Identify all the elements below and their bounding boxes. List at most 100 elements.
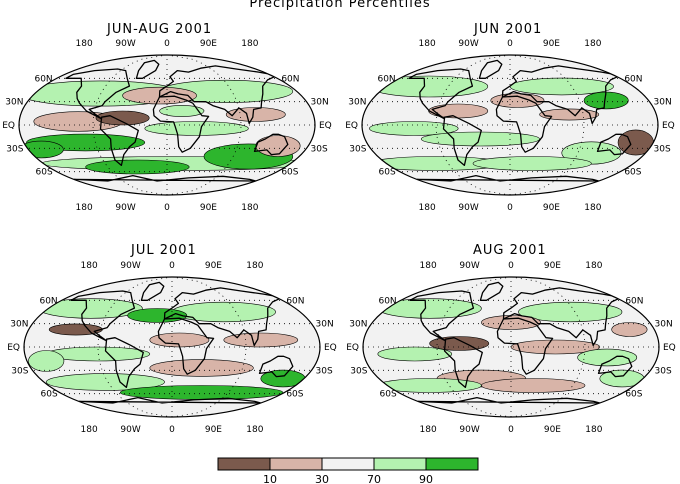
percentile-region xyxy=(472,156,592,171)
percentile-region xyxy=(377,346,453,362)
legend-label: 70 xyxy=(367,473,381,484)
longitude-label: 90W xyxy=(459,425,479,435)
continent-outline xyxy=(104,337,144,389)
longitude-label: 90E xyxy=(543,39,560,49)
map-border xyxy=(18,54,316,196)
longitude-label: 180 xyxy=(420,425,437,435)
continent-outline xyxy=(157,317,215,375)
latitude-label: 60S xyxy=(624,168,641,178)
percentile-region xyxy=(119,385,284,400)
latitude-label: 60N xyxy=(34,74,52,84)
map-panel-aug: 180 180 90W 90W 0 0 90E 90E 180 180 60N 60N 30N 30N EQ… xyxy=(346,261,676,435)
continent-outline xyxy=(478,59,503,79)
longitude-label: 180 xyxy=(81,261,98,271)
continent-outline xyxy=(596,133,632,156)
latitude-label: 30N xyxy=(316,320,334,330)
continent-outline xyxy=(65,68,131,120)
percentile-field xyxy=(369,75,654,171)
latitude-label: EQ xyxy=(7,343,20,353)
longitude-label: 0 xyxy=(507,39,513,49)
graticule xyxy=(362,55,658,195)
percentile-region xyxy=(518,301,623,323)
continent-outline xyxy=(99,115,139,167)
continent-outline xyxy=(78,396,262,404)
graticule xyxy=(24,277,320,417)
continent-outline xyxy=(73,174,257,182)
longitude-label: 180 xyxy=(241,39,258,49)
latitude-label: EQ xyxy=(662,121,675,131)
continent-outline xyxy=(495,95,553,153)
latitude-label: EQ xyxy=(345,121,358,131)
longitude-label: 90W xyxy=(120,425,140,435)
latitude-label: EQ xyxy=(319,121,332,131)
latitude-label: 30S xyxy=(350,366,367,376)
longitude-label: 90W xyxy=(115,39,135,49)
latitude-label: 60S xyxy=(41,390,58,400)
percentile-region xyxy=(127,308,188,323)
longitude-label: 90W xyxy=(458,203,478,213)
map-border xyxy=(23,276,321,418)
longitude-label: 90W xyxy=(458,39,478,49)
longitude-label: 180 xyxy=(420,261,437,271)
latitude-label: 30S xyxy=(11,366,28,376)
percentile-region xyxy=(144,121,249,136)
longitude-label: 0 xyxy=(507,203,513,213)
longitude-label: 180 xyxy=(81,425,98,435)
longitude-label: 180 xyxy=(584,203,601,213)
latitude-label: 60N xyxy=(624,74,642,84)
longitude-label: 90W xyxy=(459,261,479,271)
latitude-label: 60N xyxy=(39,296,57,306)
longitude-label: 180 xyxy=(76,203,93,213)
longitude-label: 180 xyxy=(419,203,436,213)
latitude-label: 60S xyxy=(286,390,303,400)
continent-outline xyxy=(408,68,474,120)
continent-outline xyxy=(442,115,482,167)
longitude-label: 0 xyxy=(508,261,514,271)
longitude-label: 90E xyxy=(200,39,217,49)
longitude-label: 180 xyxy=(585,425,602,435)
continent-outline xyxy=(479,281,504,301)
continent-outline xyxy=(416,174,600,182)
legend-swatch xyxy=(217,457,271,471)
latitude-label: 30S xyxy=(316,366,333,376)
longitude-label: 180 xyxy=(246,425,263,435)
percentile-region xyxy=(611,322,648,337)
longitude-label: 0 xyxy=(164,39,170,49)
map-panel-jul: 180 180 90W 90W 0 0 90E 90E 180 180 60N 60N 30N 30N EQ… xyxy=(7,261,337,435)
continent-outline xyxy=(253,133,289,156)
legend: 10 30 70 90 xyxy=(217,457,479,484)
longitude-label: 180 xyxy=(241,203,258,213)
continent-outline xyxy=(443,337,483,389)
panel-title-jun: JUN 2001 xyxy=(474,22,543,37)
percentile-region xyxy=(223,332,299,348)
latitude-label: 30N xyxy=(349,320,367,330)
longitude-label: 180 xyxy=(585,261,602,271)
latitude-label: 30S xyxy=(654,144,671,154)
latitude-label: 60N xyxy=(286,296,304,306)
longitude-label: 0 xyxy=(164,203,170,213)
latitude-label: 30N xyxy=(654,98,672,108)
graticule xyxy=(363,277,659,417)
legend-swatch xyxy=(425,457,479,471)
legend-label: 90 xyxy=(419,473,433,484)
legend-label: 10 xyxy=(263,473,277,484)
continent-outline xyxy=(152,95,210,153)
graticule xyxy=(19,55,315,195)
panel-title-aug: AUG 2001 xyxy=(473,243,547,258)
panel-title-jul: JUL 2001 xyxy=(131,243,197,258)
continent-outline xyxy=(70,290,136,342)
longitude-label: 90W xyxy=(120,261,140,271)
percentile-region xyxy=(149,359,254,377)
map-panel-jja: 180 180 90W 90W 0 0 90E 90E 180 180 60N 60N 30N 30N EQ… xyxy=(2,39,332,213)
longitude-label: 180 xyxy=(419,39,436,49)
latitude-label: EQ xyxy=(663,343,676,353)
legend-swatch xyxy=(321,457,375,471)
longitude-label: 90W xyxy=(115,203,135,213)
latitude-label: 60N xyxy=(625,296,643,306)
longitude-label: 90E xyxy=(543,203,560,213)
panel-title-jja: JUN-AUG 2001 xyxy=(107,22,213,37)
percentile-region xyxy=(481,378,586,393)
percentile-region xyxy=(171,301,276,323)
